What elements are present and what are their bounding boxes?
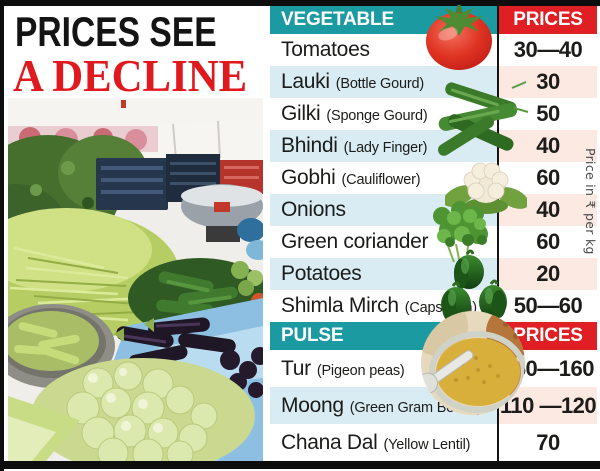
row-price-potatoes: 20 (499, 258, 597, 290)
row-price-shimla-mirch: 50—60 (499, 290, 597, 322)
vegetable-prices-header: PRICES (499, 6, 597, 34)
cauliflower-icon (443, 158, 529, 219)
column-divider (497, 6, 499, 461)
market-photo-scene (8, 98, 263, 461)
row-price-gobhi: 60 (499, 162, 597, 194)
left-border-bar (0, 0, 4, 471)
headline-line2: A DECLINE (13, 50, 248, 101)
pulses-photo (420, 310, 526, 421)
gourds-icon (430, 78, 530, 165)
row-price-green-coriander: 60 (499, 226, 597, 258)
row-price-chana-dal: 70 (499, 424, 597, 461)
price-table: VEGETABLE PRICES Tomatoes 30—40 Lauki (Bo… (270, 0, 600, 471)
headline-line1: PRICES SEE (15, 8, 217, 55)
coriander-icon (420, 196, 502, 273)
row-price-lauki: 30 (499, 66, 597, 98)
row-price-bhindi: 40 (499, 130, 597, 162)
row-price-tomatoes: 30—40 (499, 34, 597, 66)
unit-note: Price in ₹ per kg (583, 148, 598, 255)
tomato-icon (420, 2, 498, 77)
market-photo (8, 98, 263, 461)
top-border-bar (0, 0, 600, 6)
row-name-chana-dal: Chana Dal (Yellow Lentil) (270, 424, 497, 461)
bottom-border-bar (0, 461, 600, 469)
